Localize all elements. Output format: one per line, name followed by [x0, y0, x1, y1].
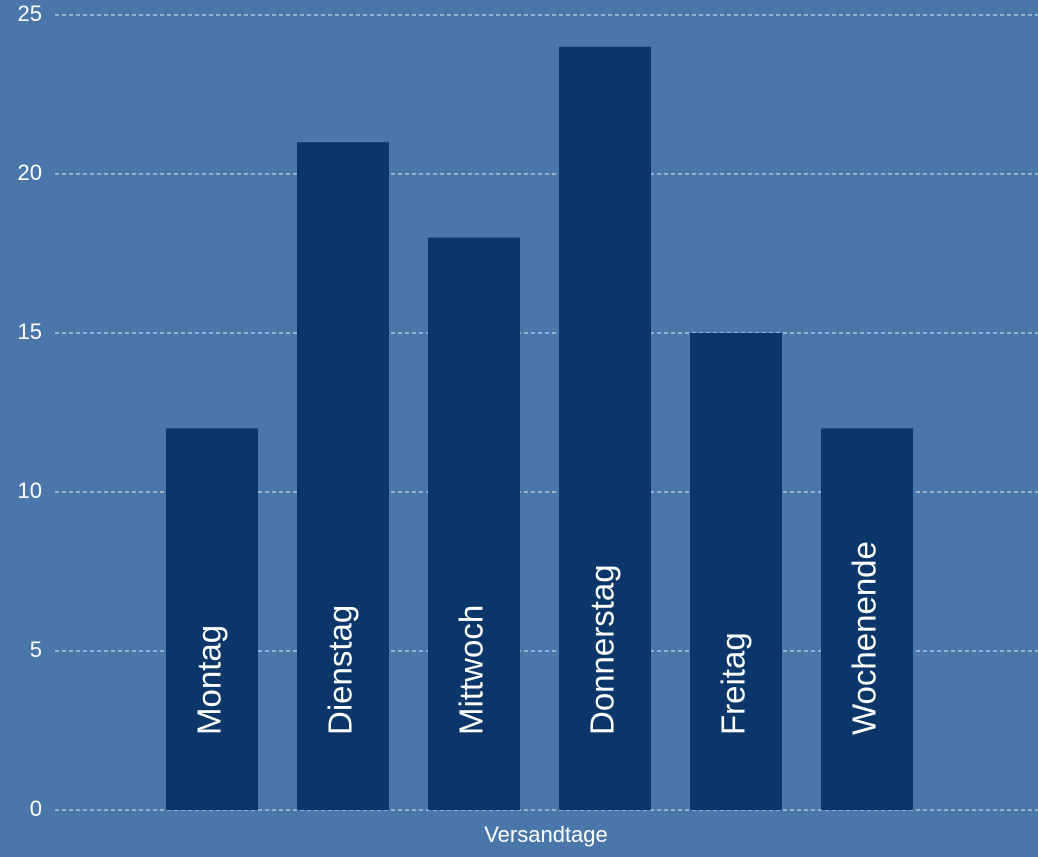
bar: [821, 428, 913, 810]
category-label: Freitag: [715, 632, 752, 735]
x-axis-label: Versandtage: [484, 822, 608, 847]
y-tick-label: 15: [18, 319, 42, 344]
bar: [559, 46, 651, 811]
y-tick-label: 10: [18, 478, 42, 503]
bar: [428, 237, 520, 811]
bar: [297, 142, 389, 810]
y-tick-label: 5: [30, 637, 42, 662]
category-label: Wochenende: [846, 541, 883, 735]
y-tick-label: 0: [30, 796, 42, 821]
category-label: Dienstag: [322, 605, 359, 735]
category-label: Donnerstag: [584, 564, 621, 735]
y-tick-label: 20: [18, 160, 42, 185]
category-label: Montag: [191, 625, 228, 735]
y-tick-label: 25: [18, 1, 42, 26]
bar: [166, 428, 258, 810]
bar: [690, 333, 782, 810]
category-label: Mittwoch: [453, 605, 490, 735]
